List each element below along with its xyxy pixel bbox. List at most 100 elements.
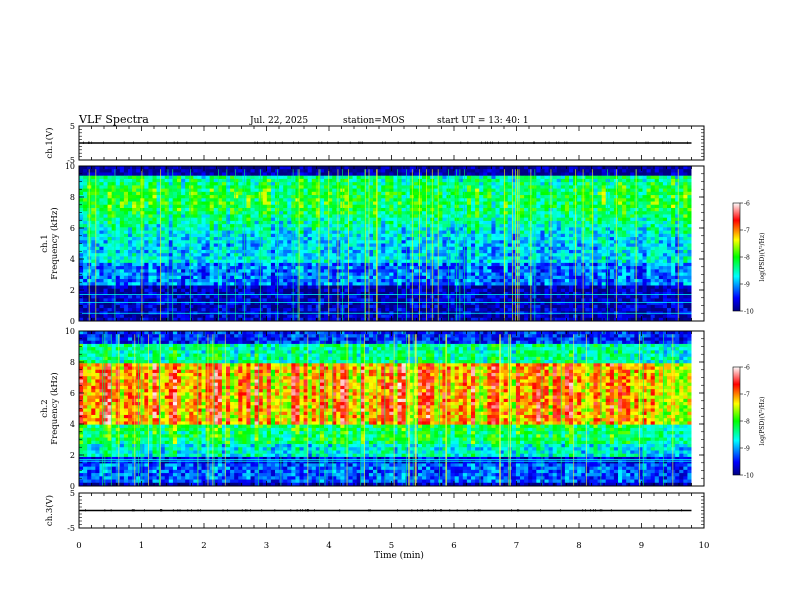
spectrogram-cell xyxy=(144,240,148,244)
spectrogram-cell xyxy=(475,234,479,238)
spectrogram-cell xyxy=(116,214,120,218)
spectrogram-cell xyxy=(442,234,446,238)
spectrogram-cell xyxy=(491,185,495,189)
spectrogram-cell xyxy=(336,166,340,170)
spectrogram-cell xyxy=(312,244,316,248)
spectrogram-cell xyxy=(349,234,353,238)
spectrogram-cell xyxy=(626,253,630,257)
spectrogram-cell xyxy=(528,185,532,189)
spectrogram-cell xyxy=(667,234,671,238)
spectrogram-cell xyxy=(561,234,565,238)
spectrogram-cell xyxy=(585,218,589,222)
spectrogram-cell xyxy=(206,266,210,270)
spectrogram-cell xyxy=(516,240,520,244)
spectrogram-cell xyxy=(165,266,169,270)
spectrogram-cell xyxy=(651,182,655,186)
spectrogram-cell xyxy=(91,189,95,193)
spectrogram-cell xyxy=(569,253,573,257)
spectrogram-cell xyxy=(528,234,532,238)
spectrogram-cell xyxy=(238,172,242,176)
spectrogram-cell xyxy=(663,218,667,222)
spectrogram-cell xyxy=(279,227,283,231)
spectrogram-cell xyxy=(589,172,593,176)
spectrogram-cell xyxy=(651,244,655,248)
spectrogram-cell xyxy=(385,179,389,183)
spectrogram-cell xyxy=(418,263,422,267)
spectrogram-cell xyxy=(316,263,320,267)
spectrogram-cell xyxy=(267,263,271,267)
spectrogram-cell xyxy=(148,176,152,180)
spectrogram-cell xyxy=(369,234,373,238)
spectrogram-cell xyxy=(332,208,336,212)
spectrogram-cell xyxy=(308,221,312,225)
spectrogram-cell xyxy=(283,172,287,176)
spectrogram-cell xyxy=(161,176,165,180)
spectrogram-cell xyxy=(267,202,271,206)
spectrogram-cell xyxy=(226,166,230,170)
spectrogram-cell xyxy=(173,182,177,186)
spectrogram-cell xyxy=(238,247,242,251)
spectrogram-cell xyxy=(451,182,455,186)
spectrogram-cell xyxy=(598,211,602,215)
spectrogram-cell xyxy=(234,224,238,228)
spectrogram-cell xyxy=(683,240,687,244)
spectrogram-cell xyxy=(459,169,463,173)
spectrogram-cell xyxy=(385,218,389,222)
spectrogram-cell xyxy=(222,244,226,248)
spectrogram-cell xyxy=(451,179,455,183)
spectrogram-cell xyxy=(442,214,446,218)
spectrogram-cell xyxy=(475,208,479,212)
spectrogram-cell xyxy=(128,224,132,228)
spectrogram-cell xyxy=(594,263,598,267)
spectrogram-cell xyxy=(594,244,598,248)
spectrogram-cell xyxy=(381,195,385,199)
spectrogram-cell xyxy=(577,214,581,218)
spectrogram-cell xyxy=(442,172,446,176)
spectrogram-cell xyxy=(316,253,320,257)
spectrogram-cell xyxy=(267,195,271,199)
spectrogram-cell xyxy=(132,218,136,222)
spectrogram-cell xyxy=(451,244,455,248)
spectrogram-cell xyxy=(267,182,271,186)
spectrogram-cell xyxy=(202,172,206,176)
spectrogram-cell xyxy=(128,176,132,180)
spectrogram-cell xyxy=(173,244,177,248)
spectrogram-cell xyxy=(561,224,565,228)
spectrogram-cell xyxy=(667,195,671,199)
spectrogram-cell xyxy=(430,166,434,170)
spectrogram-cell xyxy=(267,208,271,212)
spectrogram-cell xyxy=(124,176,128,180)
ch1-voltage-panel: 5-5ch.1(V) xyxy=(44,122,704,165)
spectrogram-cell xyxy=(214,260,218,264)
spectrogram-cell xyxy=(655,260,659,264)
spectrogram-cell xyxy=(545,260,549,264)
spectrogram-cell xyxy=(618,202,622,206)
spectrogram-cell xyxy=(459,214,463,218)
spectrogram-cell xyxy=(438,237,442,241)
spectrogram-cell xyxy=(671,221,675,225)
spectrogram-cell xyxy=(610,263,614,267)
spectrogram-cell xyxy=(422,182,426,186)
spectrogram-cell xyxy=(202,263,206,267)
spectrogram-cell xyxy=(463,205,467,209)
spectrogram-cell xyxy=(132,266,136,270)
spectrogram-cell xyxy=(336,250,340,254)
spectrogram-cell xyxy=(279,224,283,228)
spectrogram-cell xyxy=(545,172,549,176)
spectrogram-cell xyxy=(79,172,83,176)
spectrogram-cell xyxy=(508,208,512,212)
spectrogram-cell xyxy=(679,227,683,231)
spectrogram-cell xyxy=(687,227,691,231)
spectrogram-cell xyxy=(267,237,271,241)
spectrogram-cell xyxy=(389,218,393,222)
spectrogram-cell xyxy=(108,234,112,238)
spectrogram-cell xyxy=(377,244,381,248)
spectrogram-cell xyxy=(471,237,475,241)
spectrogram-cell xyxy=(177,256,181,260)
spectrogram-cell xyxy=(606,227,610,231)
spectrogram-cell xyxy=(626,182,630,186)
spectrogram-cell xyxy=(263,224,267,228)
spectrogram-cell xyxy=(610,198,614,202)
spectrogram-cell xyxy=(442,244,446,248)
spectrogram-cell xyxy=(349,169,353,173)
